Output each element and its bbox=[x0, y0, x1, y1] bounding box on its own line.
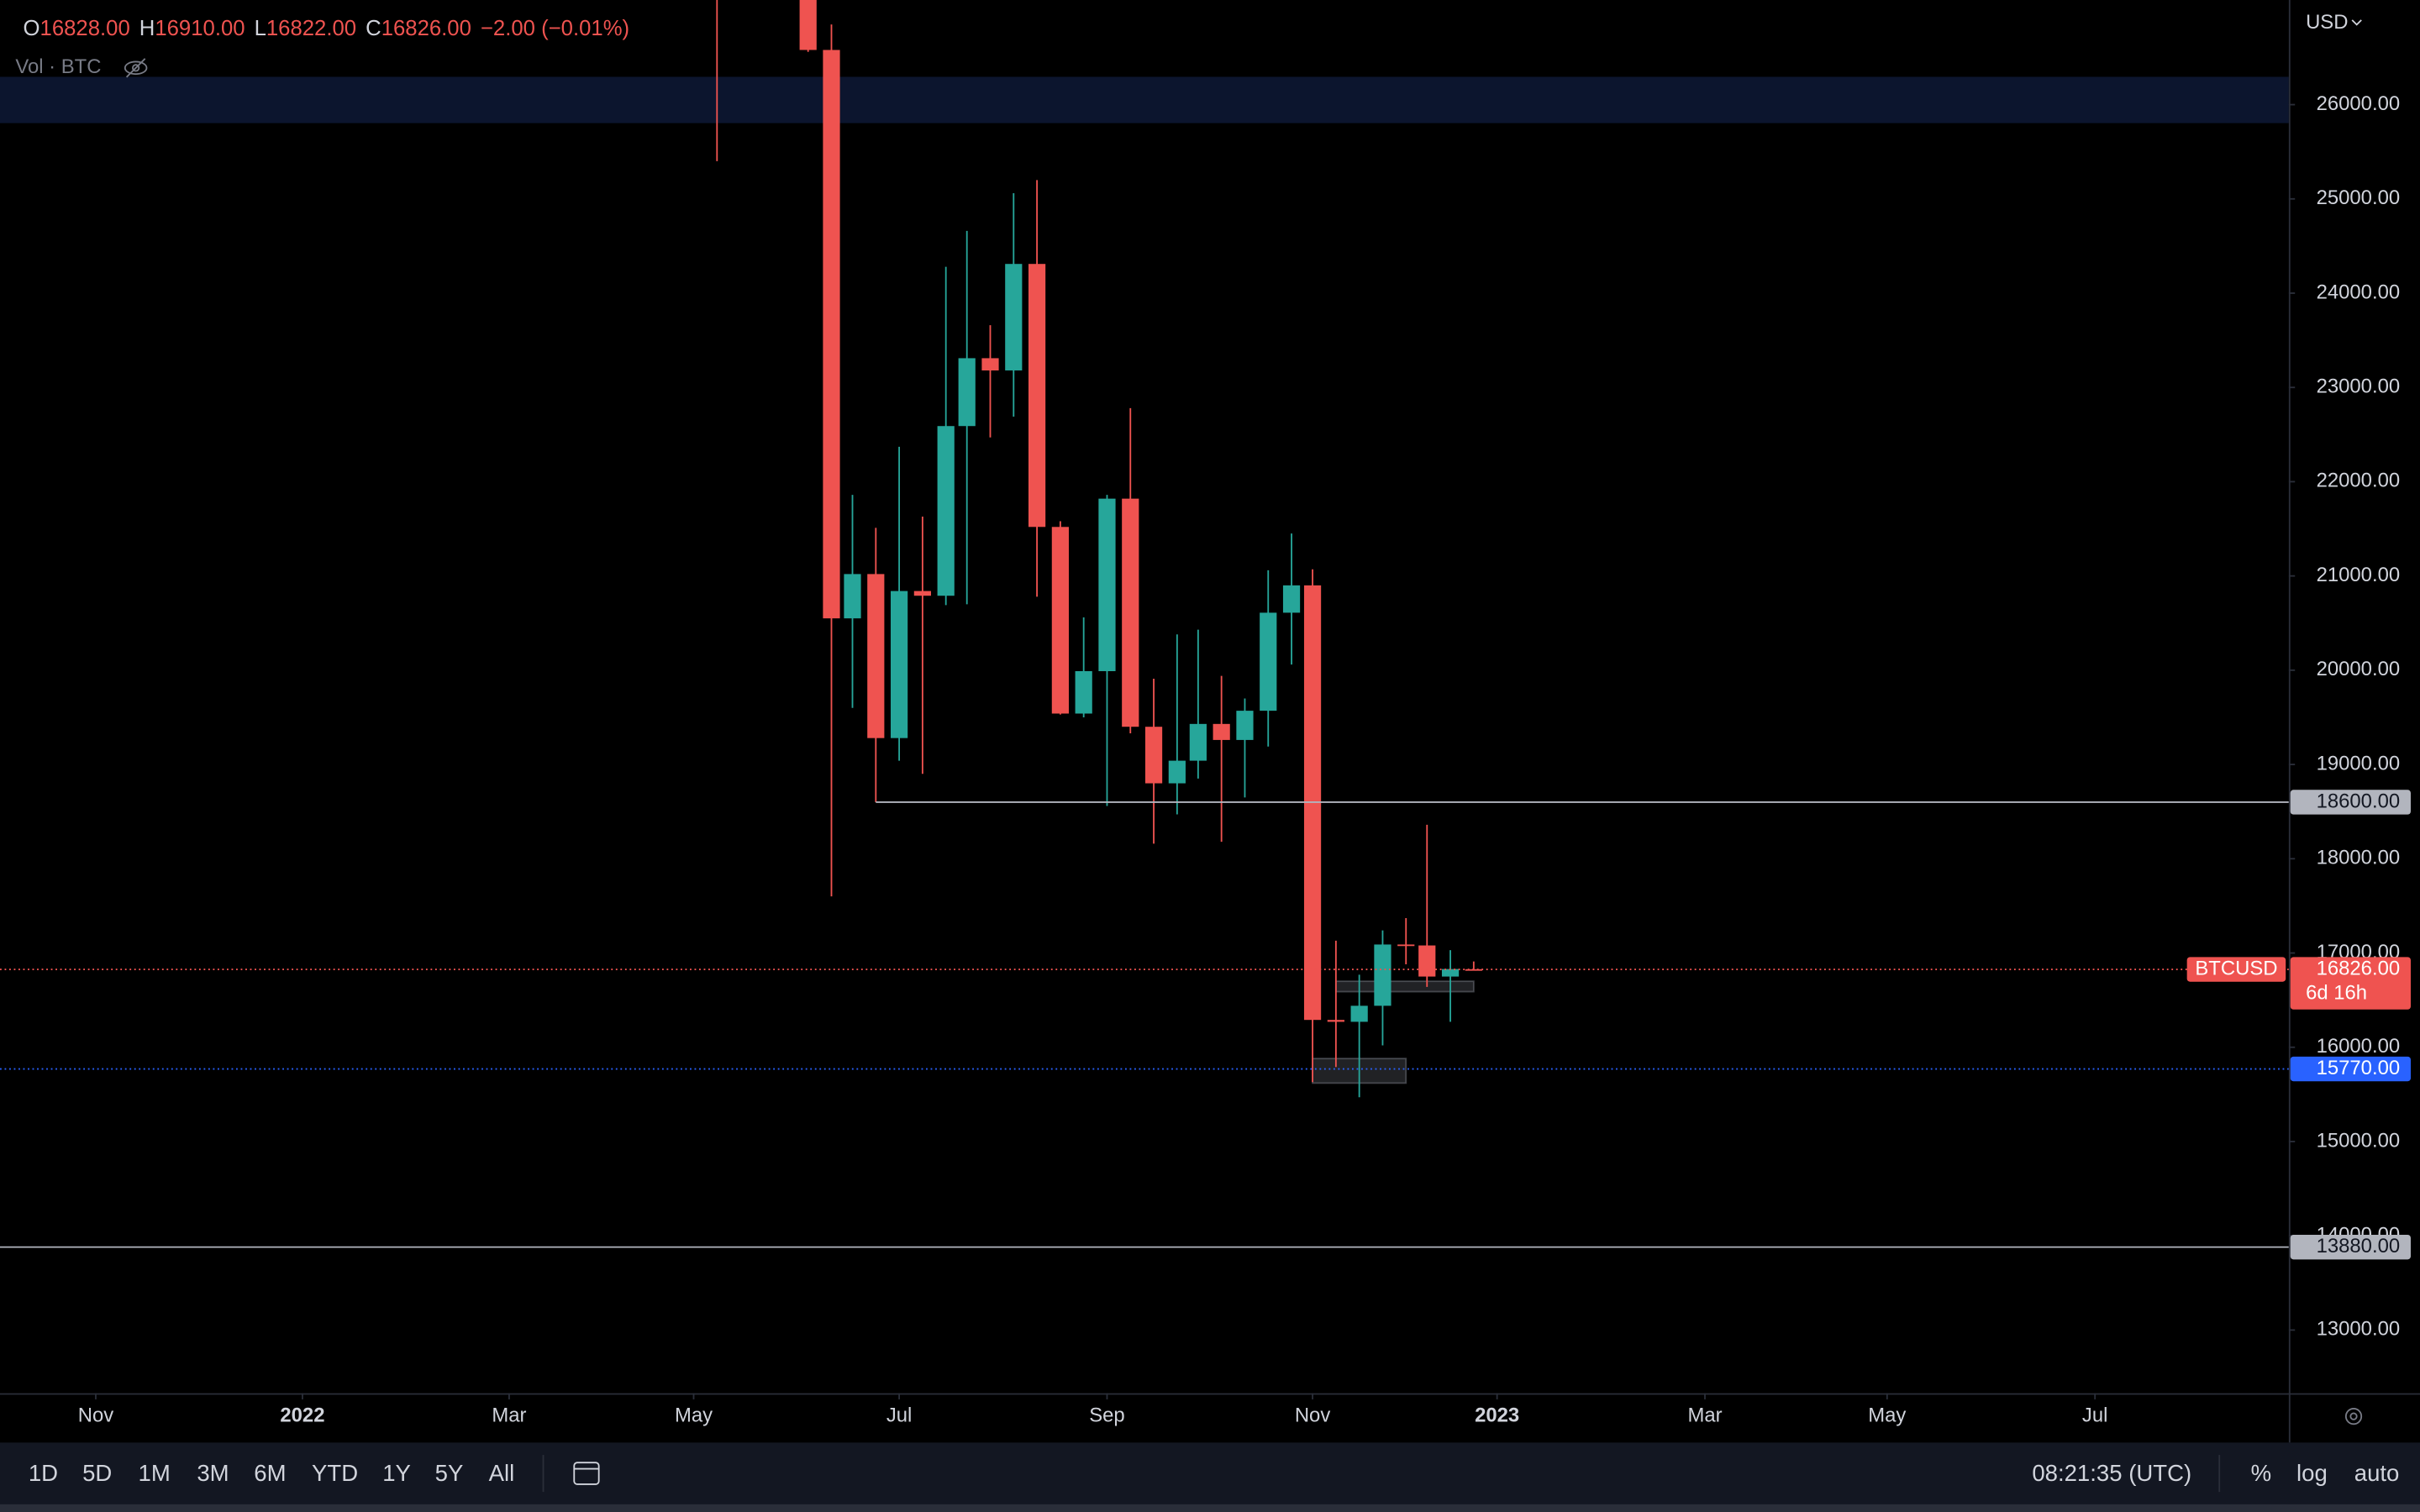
level-label: 18600.00 bbox=[2317, 790, 2401, 812]
range-button[interactable]: 1M bbox=[139, 1460, 171, 1486]
candle-body bbox=[1260, 612, 1277, 711]
x-tick-label: Jul bbox=[886, 1404, 912, 1426]
y-tick-label: 26000.00 bbox=[2317, 92, 2401, 115]
countdown: 6d 16h bbox=[2306, 982, 2367, 1005]
candle-body bbox=[981, 358, 999, 371]
candle-body bbox=[1327, 1020, 1344, 1022]
level-label-bg bbox=[2290, 790, 2411, 815]
y-tick-label: 20000.00 bbox=[2317, 658, 2401, 680]
candle-body bbox=[1144, 727, 1163, 784]
goto-date-icon[interactable] bbox=[573, 1462, 600, 1485]
scale-toggle[interactable]: % bbox=[2251, 1460, 2272, 1486]
range-box bbox=[1334, 980, 1475, 993]
x-tick-label: Mar bbox=[1687, 1404, 1722, 1426]
candle-body bbox=[1418, 945, 1436, 977]
candle-body bbox=[1051, 527, 1069, 714]
candle-body bbox=[1005, 264, 1023, 371]
candle-body bbox=[1374, 944, 1392, 1006]
candle-body bbox=[844, 574, 861, 619]
ohlc-legend: O16828.00 H16910.00 L16822.00 C16826.00 −2.0… bbox=[24, 17, 630, 40]
legend-header: O16828.00 H16910.00 L16822.00 C16826.00 −2.0… bbox=[15, 11, 2363, 1425]
y-tick-label: 19000.00 bbox=[2317, 752, 2401, 774]
candle-body bbox=[1189, 723, 1207, 761]
level-label-bg bbox=[2290, 1234, 2411, 1260]
candle-body bbox=[1282, 585, 1301, 613]
candle-body bbox=[958, 358, 976, 427]
candle-body bbox=[1213, 723, 1230, 740]
dropdown-caret[interactable] bbox=[2351, 19, 2362, 26]
range-button[interactable]: 3M bbox=[197, 1460, 229, 1486]
y-tick-label: 24000.00 bbox=[2317, 281, 2401, 303]
candle-body bbox=[1168, 760, 1186, 784]
candle-body bbox=[1098, 498, 1116, 671]
last-price-label: 16826.00 bbox=[2317, 957, 2401, 979]
candle-body bbox=[799, 0, 817, 50]
symbol-tag-bg bbox=[2186, 957, 2286, 982]
candle-body bbox=[1236, 711, 1254, 740]
candle-body bbox=[1028, 264, 1046, 528]
y-tick-label: 23000.00 bbox=[2317, 375, 2401, 398]
volume-label: Vol · BTC bbox=[15, 55, 101, 78]
y-tick-label: 25000.00 bbox=[2317, 186, 2401, 209]
x-tick-label: Nov bbox=[1295, 1404, 1331, 1426]
candle-body bbox=[1122, 498, 1139, 727]
last-price-bg bbox=[2290, 957, 2411, 1010]
toolbar-edge bbox=[0, 1504, 2420, 1512]
y-tick-label: 21000.00 bbox=[2317, 564, 2401, 586]
x-tick-label: Sep bbox=[1089, 1404, 1124, 1426]
hide-icon[interactable] bbox=[124, 58, 148, 78]
bottom-toolbar: 08:21:35 (UTC) 1D 5D 1M 3M 6M YTD 1Y 5Y All% log a… bbox=[29, 1455, 2400, 1493]
range-button[interactable]: 6M bbox=[254, 1460, 286, 1486]
y-tick-label: 16000.00 bbox=[2317, 1035, 2401, 1058]
candle-body bbox=[823, 50, 840, 619]
clock: 08:21:35 (UTC) bbox=[2032, 1460, 2191, 1486]
scale-toggle[interactable]: auto bbox=[2354, 1460, 2400, 1486]
currency-selector[interactable]: USD bbox=[2306, 11, 2348, 34]
candle-body bbox=[890, 591, 908, 738]
x-tick-label: May bbox=[675, 1404, 713, 1426]
candle-body bbox=[867, 574, 885, 738]
x-tick-label: Mar bbox=[492, 1404, 526, 1426]
x-tick-label: Nov bbox=[78, 1404, 113, 1426]
y-tick-label: 22000.00 bbox=[2317, 470, 2401, 492]
x-tick-label: May bbox=[1868, 1404, 1906, 1426]
y-tick-label: 15000.00 bbox=[2317, 1129, 2401, 1152]
y-tick-label: 18000.00 bbox=[2317, 847, 2401, 869]
candle-body bbox=[1350, 1005, 1368, 1022]
level-label-bg bbox=[2290, 1056, 2411, 1082]
x-tick-label: 2023 bbox=[1475, 1404, 1519, 1426]
range-button[interactable]: 5Y bbox=[435, 1460, 464, 1486]
candle-body bbox=[1075, 670, 1092, 714]
range-button[interactable]: YTD bbox=[312, 1460, 358, 1486]
level-label: 15770.00 bbox=[2317, 1057, 2401, 1079]
symbol-tag: BTCUSD bbox=[2195, 957, 2277, 979]
plot-area bbox=[0, 0, 2289, 1248]
candle-body bbox=[1397, 944, 1415, 947]
y-tick-label: 13000.00 bbox=[2317, 1318, 2401, 1341]
range-button[interactable]: All bbox=[489, 1460, 515, 1486]
candle-body bbox=[913, 591, 931, 596]
x-tick-label: 2022 bbox=[280, 1404, 324, 1426]
x-tick-label: Jul bbox=[2082, 1404, 2108, 1426]
level-label: 13880.00 bbox=[2317, 1235, 2401, 1257]
range-button[interactable]: 1Y bbox=[382, 1460, 411, 1486]
range-button[interactable]: 5D bbox=[82, 1460, 112, 1486]
zone bbox=[0, 76, 2289, 123]
axes: 13000.0014000.0015000.0016000.0017000.00… bbox=[78, 92, 2411, 1426]
scale-toggle[interactable]: log bbox=[2296, 1460, 2328, 1486]
candle-body bbox=[937, 426, 955, 596]
range-button[interactable]: 1D bbox=[29, 1460, 58, 1486]
candle-body bbox=[1441, 969, 1460, 977]
toolbar bbox=[0, 1442, 2420, 1512]
settings-icon[interactable] bbox=[2344, 1408, 2363, 1425]
